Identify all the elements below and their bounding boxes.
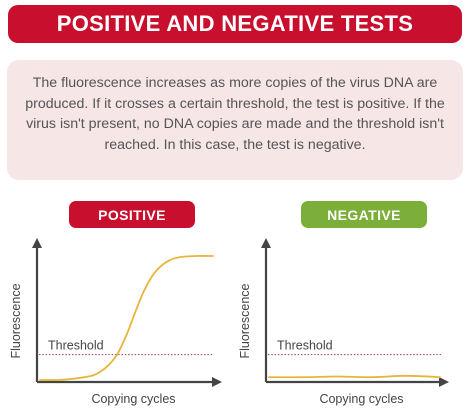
negative-badge: NEGATIVE: [301, 201, 427, 228]
description-box: The fluorescence increases as more copie…: [7, 60, 463, 180]
negative-y-axis-arrow: [261, 238, 271, 248]
positive-threshold-label: Threshold: [48, 339, 104, 353]
description-text: The fluorescence increases as more copie…: [25, 75, 445, 153]
negative-threshold-label: Threshold: [277, 339, 333, 353]
page-title: POSITIVE AND NEGATIVE TESTS: [8, 5, 462, 43]
positive-x-axis-label: Copying cycles: [91, 392, 175, 406]
positive-x-axis-arrow: [212, 377, 222, 387]
positive-y-axis-arrow: [32, 238, 42, 248]
positive-badge: POSITIVE: [69, 201, 195, 228]
negative-x-axis-label: Copying cycles: [319, 392, 403, 406]
positive-fluorescence-curve: [39, 255, 214, 381]
negative-fluorescence-curve: [268, 374, 441, 379]
positive-y-axis-label: Fluorescence: [9, 283, 23, 358]
negative-y-axis-label: Fluorescence: [238, 283, 252, 358]
negative-x-axis-arrow: [439, 377, 449, 387]
